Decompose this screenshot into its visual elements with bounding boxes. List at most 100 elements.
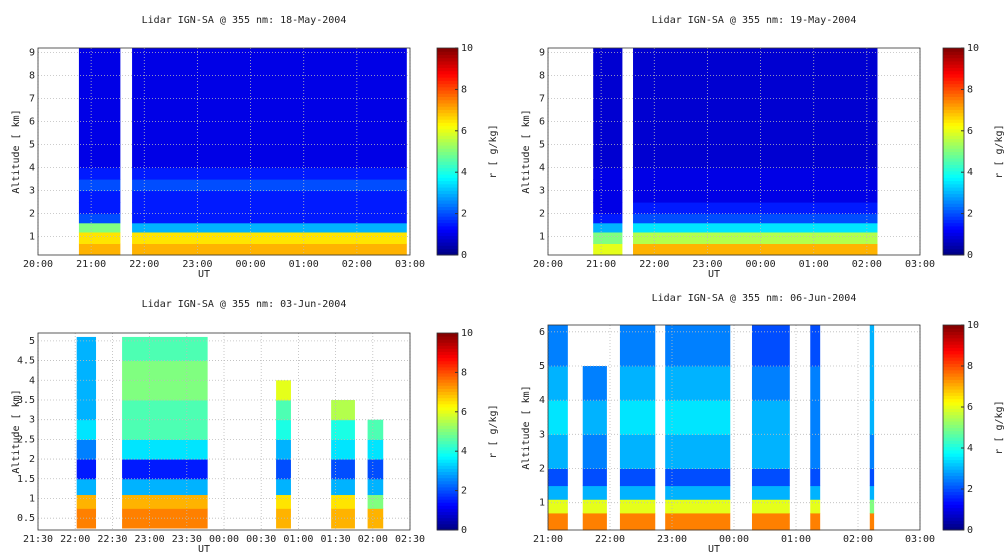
colorbar-tick-label: 10 — [461, 43, 473, 54]
heat-cell — [76, 494, 97, 509]
heat-cell — [633, 121, 878, 146]
x-tick-label: 01:00 — [283, 534, 313, 545]
y-tick-label: 5 — [29, 336, 35, 347]
heat-cell — [665, 434, 731, 469]
heat-cell — [331, 459, 355, 480]
colorbar-swatch — [437, 379, 458, 383]
heat-cell — [593, 98, 623, 123]
colorbar-swatch — [943, 151, 964, 156]
colorbar-swatch — [943, 132, 964, 136]
heat-cell — [78, 144, 121, 169]
heat-cell — [593, 167, 623, 180]
heat-cell — [78, 232, 121, 244]
colorbar-frame — [942, 324, 965, 531]
x-tick-label: 23:00 — [182, 259, 212, 270]
x-tick-label: 00:00 — [236, 259, 266, 270]
colorbar-swatch — [943, 216, 964, 220]
colorbar-swatch — [437, 336, 458, 340]
colorbar-swatch — [943, 475, 964, 480]
colorbar-tick-label: 4 — [461, 167, 467, 178]
colorbar-swatch — [437, 232, 458, 237]
colorbar-swatch — [943, 526, 964, 531]
colorbar-swatch — [943, 376, 964, 380]
colorbar-swatch — [437, 474, 458, 479]
x-tick-label: 03:00 — [395, 259, 425, 270]
colorbar-swatch — [943, 411, 964, 416]
colorbar-swatch — [437, 373, 458, 377]
colorbar-swatch — [943, 157, 964, 162]
heat-cell — [633, 144, 878, 169]
colorbar-tick-label: 6 — [967, 126, 973, 137]
colorbar-swatch — [943, 148, 964, 152]
colorbar-swatch — [437, 403, 458, 408]
colorbar-swatch — [437, 428, 458, 432]
colorbar-swatch — [437, 187, 458, 191]
colorbar-swatch — [943, 177, 964, 182]
plot-frame — [37, 332, 411, 531]
heat-cell — [132, 179, 407, 192]
colorbar-swatch — [943, 401, 964, 406]
heat-cell — [548, 434, 568, 469]
colorbar-swatch — [437, 339, 458, 343]
colorbar-swatch — [437, 141, 458, 146]
colorbar-swatch — [437, 148, 458, 152]
colorbar-tick-label: 8 — [967, 84, 973, 95]
heat-cell — [593, 48, 623, 77]
colorbar-swatch — [437, 505, 458, 509]
colorbar-swatch — [943, 90, 964, 94]
colorbar-swatch — [943, 209, 964, 214]
colorbar-swatch — [437, 73, 458, 78]
colorbar-swatch — [437, 193, 458, 198]
heat-cell — [548, 485, 568, 500]
colorbar-swatch — [437, 489, 458, 494]
x-axis-label: UT — [198, 544, 210, 555]
heat-cell — [548, 366, 568, 401]
x-axis-label: UT — [198, 269, 210, 280]
heat-cell — [751, 468, 790, 487]
y-tick-label: 6 — [539, 327, 545, 338]
heat-cell — [751, 499, 790, 514]
colorbar-swatch — [943, 187, 964, 191]
heat-cell — [276, 508, 291, 529]
colorbar-swatch — [437, 151, 458, 156]
colorbar-swatch — [943, 497, 964, 502]
heat-cell — [367, 439, 384, 460]
y-tick-label: 1 — [539, 498, 545, 509]
colorbar-swatch — [943, 193, 964, 198]
colorbar-swatch — [943, 337, 964, 342]
colorbar-swatch — [943, 174, 964, 178]
colorbar-swatch — [943, 115, 964, 120]
colorbar-swatch — [437, 106, 458, 110]
y-tick-label: 9 — [29, 48, 35, 59]
chart-title: Lidar IGN-SA @ 355 nm: 18-May-2004 — [142, 15, 347, 26]
heat-cell — [132, 243, 407, 256]
colorbar-swatch — [437, 93, 458, 98]
colorbar-swatch — [437, 449, 458, 454]
heat-cell — [132, 202, 407, 215]
colorbar-swatch — [437, 203, 458, 207]
heat-cell — [76, 360, 97, 381]
colorbar-swatch — [943, 382, 964, 387]
heat-cell — [78, 222, 121, 233]
colorbar-swatch — [437, 366, 458, 371]
colorbar-swatch — [943, 112, 964, 117]
x-tick-label: 22:00 — [60, 534, 90, 545]
colorbar-swatch — [943, 73, 964, 78]
x-tick-label: 01:30 — [321, 534, 351, 545]
y-tick-label: 3 — [29, 186, 35, 197]
heat-cell — [665, 325, 731, 367]
heat-cell — [633, 167, 878, 180]
colorbar-swatch — [943, 360, 964, 364]
colorbar-swatch — [943, 379, 964, 384]
y-tick-label: 6 — [29, 117, 35, 128]
heat-cell — [810, 325, 821, 367]
colorbar-swatch — [943, 385, 964, 390]
colorbar-swatch — [437, 333, 458, 337]
heat-cell — [132, 222, 407, 233]
x-tick-label: 01:00 — [781, 534, 811, 545]
y-tick-label: 4 — [29, 375, 35, 386]
colorbar-label: r [ g/kg] — [994, 400, 1005, 454]
colorbar-swatch — [437, 382, 458, 386]
colorbar-swatch — [437, 456, 458, 460]
